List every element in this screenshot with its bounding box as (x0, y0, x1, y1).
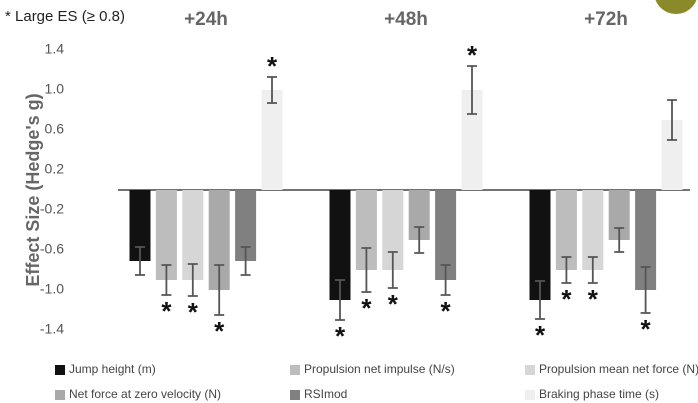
error-bar (587, 256, 598, 284)
legend-label: Propulsion net impulse (N/s) (304, 362, 455, 376)
group-label: +24h (184, 9, 228, 30)
bar (129, 190, 151, 261)
error-bar (440, 264, 451, 296)
bar (235, 190, 257, 261)
error-bar (214, 264, 225, 316)
significance-marker: * (641, 314, 652, 344)
bar (155, 190, 177, 280)
legend-swatch (290, 390, 300, 400)
bar (529, 190, 551, 300)
error-bar (614, 227, 625, 253)
significance-marker: * (388, 289, 399, 319)
legend-label: Braking phase time (s) (539, 387, 659, 401)
decoration (655, 0, 697, 14)
error-bar (414, 226, 425, 254)
error-bar (335, 279, 345, 321)
significance-marker: * (361, 293, 372, 323)
significance-marker: * (335, 321, 346, 351)
y-tick-label: 0.2 (45, 161, 65, 177)
bar (182, 190, 204, 280)
error-bar (667, 99, 677, 141)
error-bar (640, 266, 651, 314)
y-tick-label: -1.4 (40, 321, 64, 337)
error-bar (240, 246, 251, 276)
error-bar (561, 256, 572, 284)
error-bar (535, 280, 545, 320)
bar (661, 120, 683, 190)
significance-marker: * (161, 296, 172, 326)
group-label: +48h (384, 9, 428, 30)
bar (635, 190, 657, 290)
y-tick-label: -1.0 (40, 281, 64, 297)
bar (582, 190, 604, 270)
bar (329, 190, 351, 300)
significance-marker: * (441, 296, 452, 326)
note: * Large ES (≥ 0.8) (5, 8, 125, 25)
legend-label: Propulsion mean net force (N) (539, 362, 698, 376)
legend-label: Jump height (m) (69, 362, 156, 376)
y-tick-label: 1.4 (45, 41, 65, 57)
y-axis-label: Effect Size (Hedge's g) (23, 93, 43, 286)
legend-label: RSImod (304, 387, 347, 401)
group-label: +72h (584, 9, 628, 30)
error-bar (267, 76, 277, 104)
y-tick-label: -0.6 (40, 241, 64, 257)
legend-swatch (290, 365, 300, 375)
bar (261, 90, 283, 190)
bar (208, 190, 230, 290)
error-bar (187, 263, 198, 297)
legend-swatch (525, 365, 535, 375)
bar (461, 90, 483, 190)
bar (355, 190, 377, 270)
significance-marker: * (561, 284, 572, 314)
bar (608, 190, 630, 240)
significance-marker: * (588, 284, 599, 314)
legend-swatch (525, 390, 535, 400)
significance-marker: * (535, 320, 546, 350)
error-bar (467, 65, 477, 115)
significance-marker: * (188, 297, 199, 327)
significance-marker: * (267, 51, 278, 81)
y-tick-label: -0.2 (40, 201, 64, 217)
legend-swatch (55, 365, 65, 375)
error-bar (161, 264, 172, 296)
error-bar (387, 251, 398, 289)
y-tick-label: 1.0 (45, 81, 65, 97)
significance-marker: * (214, 316, 225, 346)
error-bar (135, 246, 145, 276)
bar (382, 190, 404, 270)
significance-marker: * (467, 40, 478, 70)
bar (408, 190, 430, 240)
error-bar (361, 247, 372, 293)
legend-label: Net force at zero velocity (N) (69, 387, 221, 401)
legend-swatch (55, 390, 65, 400)
bar (555, 190, 577, 270)
bar (435, 190, 457, 280)
y-tick-label: 0.6 (45, 121, 65, 137)
